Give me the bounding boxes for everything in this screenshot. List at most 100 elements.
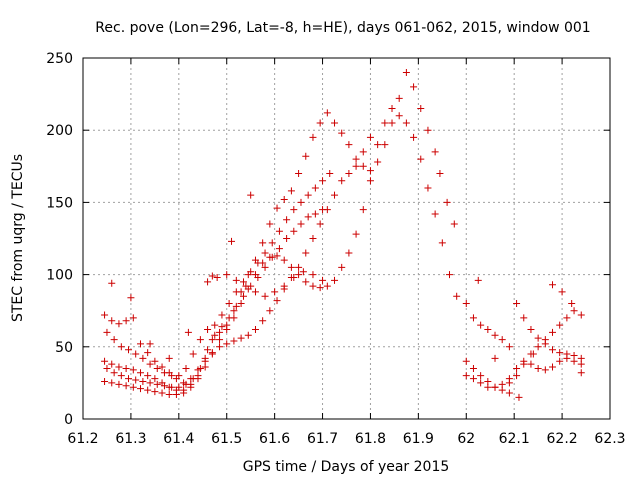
- data-point: [299, 268, 307, 276]
- data-point: [402, 68, 410, 76]
- data-point: [513, 372, 521, 380]
- data-point: [216, 328, 224, 336]
- data-point: [563, 354, 571, 362]
- data-point: [527, 325, 535, 333]
- data-point: [204, 346, 212, 354]
- data-point: [438, 239, 446, 247]
- x-axis-title: GPS time / Days of year 2015: [243, 459, 450, 475]
- data-point: [570, 357, 578, 365]
- y-tick-labels: 0 50 100 150 200 250: [46, 51, 73, 428]
- data-point: [204, 278, 212, 286]
- data-point: [352, 230, 360, 238]
- data-point: [268, 253, 276, 261]
- data-point: [520, 357, 528, 365]
- data-point: [122, 382, 130, 390]
- data-point: [556, 321, 564, 329]
- data-point: [168, 383, 176, 391]
- data-point: [129, 314, 137, 322]
- data-point: [417, 105, 425, 113]
- data-point: [505, 343, 513, 351]
- data-point: [136, 340, 144, 348]
- data-point: [232, 302, 240, 310]
- data-point: [280, 282, 288, 290]
- data-point: [359, 206, 367, 214]
- data-point: [395, 112, 403, 120]
- data-point: [254, 273, 262, 281]
- data-point: [513, 364, 521, 372]
- data-point: [491, 383, 499, 391]
- data-point: [290, 273, 298, 281]
- data-point: [309, 282, 317, 290]
- data-point: [230, 337, 238, 345]
- x-tick-label: 61.3: [115, 431, 146, 447]
- data-point: [266, 220, 274, 228]
- data-point: [151, 375, 159, 383]
- y-tick-label: 150: [46, 195, 73, 211]
- data-point: [450, 220, 458, 228]
- data-point: [338, 263, 346, 271]
- data-point: [469, 314, 477, 322]
- data-point: [122, 317, 130, 325]
- series-10: [474, 276, 585, 401]
- data-point: [381, 119, 389, 127]
- data-point: [323, 282, 331, 290]
- data-point: [239, 292, 247, 300]
- data-point: [208, 336, 216, 344]
- data-point: [129, 383, 137, 391]
- data-point: [115, 363, 123, 371]
- data-point: [230, 307, 238, 315]
- data-point: [232, 276, 240, 284]
- data-point: [311, 210, 319, 218]
- data-point: [196, 364, 204, 372]
- data-point: [556, 357, 564, 365]
- data-point: [309, 235, 317, 242]
- data-point: [268, 239, 276, 247]
- data-point: [319, 206, 327, 214]
- data-point: [211, 321, 219, 329]
- data-point: [275, 245, 283, 253]
- x-tick-label: 62.3: [594, 431, 625, 447]
- x-tick-label: 61.2: [67, 431, 98, 447]
- x-tick-label: 62: [457, 431, 475, 447]
- data-point: [302, 249, 310, 257]
- data-point: [410, 83, 418, 91]
- data-point: [180, 389, 188, 397]
- data-point: [225, 314, 233, 322]
- data-point: [323, 109, 331, 117]
- data-point: [302, 152, 310, 160]
- data-point: [513, 299, 521, 307]
- data-point: [366, 177, 374, 185]
- data-point: [352, 162, 360, 170]
- data-point: [570, 307, 578, 315]
- x-tick-labels: 61.2 61.3 61.4 61.5 61.6 61.7 61.8 61.9 62 62.1 62…: [67, 431, 625, 447]
- data-point: [359, 162, 367, 170]
- data-point: [431, 148, 439, 156]
- data-point: [117, 343, 125, 351]
- data-point: [568, 299, 576, 307]
- data-point: [239, 278, 247, 286]
- data-point: [290, 227, 298, 235]
- data-point: [577, 360, 585, 368]
- series-1: [101, 68, 458, 394]
- data-point: [237, 299, 245, 307]
- data-point: [108, 379, 116, 387]
- data-point: [283, 216, 291, 224]
- data-point: [165, 354, 173, 362]
- data-point: [266, 307, 274, 315]
- data-point: [110, 336, 118, 344]
- data-point: [242, 282, 250, 290]
- data-point: [410, 133, 418, 141]
- data-point: [316, 220, 324, 228]
- data-point: [201, 354, 209, 362]
- data-point: [189, 375, 197, 383]
- data-point: [374, 141, 382, 149]
- data-point: [491, 354, 499, 362]
- data-point: [151, 357, 159, 365]
- data-point: [484, 383, 492, 391]
- data-point: [125, 346, 133, 354]
- data-point: [201, 363, 209, 371]
- data-point: [462, 372, 470, 380]
- data-point: [549, 346, 557, 354]
- data-point: [304, 191, 312, 199]
